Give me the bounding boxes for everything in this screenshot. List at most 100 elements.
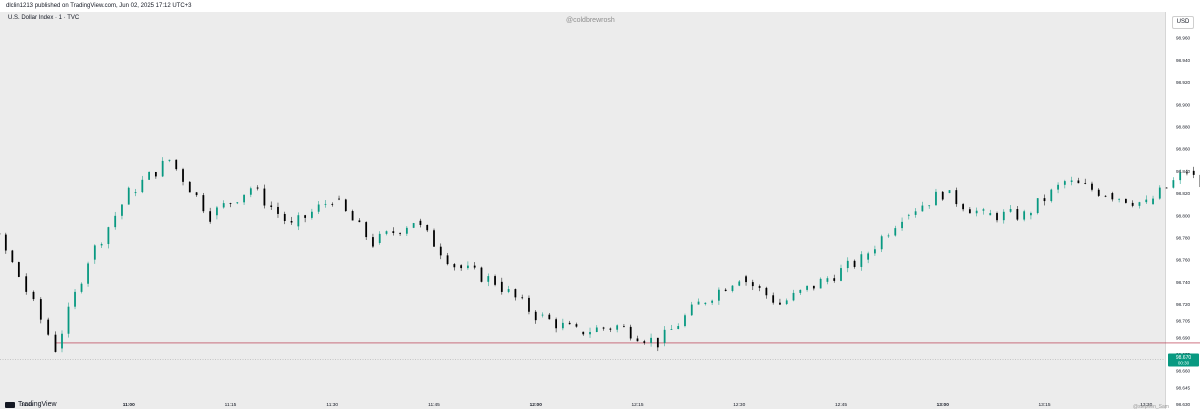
candle-body — [955, 190, 958, 205]
candle-body — [1152, 198, 1154, 205]
candle-body — [1063, 181, 1066, 185]
candle-body — [826, 278, 829, 282]
x-tick-label: 10:45 — [21, 402, 33, 408]
candle-body — [982, 209, 985, 211]
candle-body — [880, 236, 883, 250]
candle-body — [595, 327, 598, 332]
y-tick-label: 98.690 — [1176, 335, 1190, 340]
candle-body — [643, 341, 646, 343]
candle-body — [758, 286, 761, 288]
candle-body — [819, 278, 822, 289]
candle-body — [249, 188, 252, 195]
candle-body — [568, 322, 571, 325]
candle-body — [968, 209, 971, 214]
candle-body — [494, 276, 496, 285]
y-tick-label: 98.720 — [1176, 302, 1190, 307]
candle-body — [1145, 199, 1148, 203]
candle-body — [11, 250, 14, 263]
candle-body — [555, 319, 557, 329]
candle-body — [270, 205, 273, 207]
candle-body — [548, 314, 551, 320]
current-price-text: 98.670 — [1176, 355, 1192, 361]
candle-body — [582, 331, 585, 335]
x-tick-label: 11:30 — [326, 402, 338, 408]
candle-body — [188, 181, 191, 193]
candle-body — [1016, 209, 1019, 220]
candle-body — [711, 300, 714, 303]
candle-body — [833, 278, 836, 281]
candle-body — [412, 223, 415, 228]
candle-body — [521, 297, 524, 299]
y-tick-label: 98.630 — [1176, 402, 1190, 407]
x-tick-label: 13:00 — [937, 402, 950, 408]
candle-body — [629, 326, 632, 339]
candle-body — [25, 276, 28, 292]
candle-body — [941, 191, 944, 200]
candle-body — [616, 325, 619, 330]
candle-body — [67, 306, 70, 334]
candle-body — [1023, 211, 1026, 220]
candle-body — [1070, 180, 1073, 182]
candle-body — [365, 222, 368, 238]
candle-body — [907, 214, 910, 216]
footer — [0, 409, 1200, 415]
candle-body — [690, 304, 693, 316]
candle-body — [840, 268, 842, 281]
price-axis[interactable] — [1165, 12, 1200, 415]
candle-body — [1009, 209, 1012, 212]
candle-body — [87, 263, 89, 284]
candle-body — [589, 331, 591, 335]
candle-body — [121, 204, 123, 216]
x-tick-label: 12:15 — [631, 402, 643, 408]
watermark: @coldbrewrosh — [566, 17, 615, 24]
candle-body — [1036, 198, 1039, 214]
candle-body — [4, 234, 7, 251]
candle-body — [1186, 172, 1188, 174]
candle-body — [243, 194, 245, 203]
candle-body — [996, 213, 998, 221]
candle-body — [182, 169, 184, 182]
candle-body — [195, 192, 198, 196]
candle-body — [460, 265, 463, 269]
candle-body — [636, 338, 639, 342]
candle-body — [487, 276, 490, 282]
candle-body — [304, 215, 307, 218]
candle-body — [785, 300, 788, 305]
candle-body — [467, 265, 469, 269]
candle-body — [765, 287, 768, 296]
candle-body — [989, 213, 992, 216]
candle-body — [874, 249, 876, 254]
candle-body — [935, 191, 937, 206]
candle-body — [724, 289, 727, 292]
candle-body — [473, 265, 476, 268]
tradingview-logo-icon — [5, 401, 15, 408]
y-tick-label: 98.900 — [1176, 102, 1190, 107]
candle-body — [439, 246, 442, 256]
candle-body — [575, 324, 578, 327]
candle-body — [1165, 187, 1168, 189]
candle-body — [216, 207, 218, 216]
candle-body — [405, 227, 408, 234]
currency-button[interactable]: USD — [1172, 16, 1194, 29]
candle-body — [779, 302, 781, 305]
y-tick-label: 98.880 — [1176, 124, 1190, 129]
candle-body — [453, 264, 456, 268]
candle-body — [1118, 198, 1121, 200]
current-price-badge — [1168, 353, 1199, 367]
x-tick-label: 13:30 — [1140, 402, 1152, 408]
candle-body — [385, 231, 388, 234]
candle-body — [867, 253, 870, 260]
candle-body — [948, 190, 951, 194]
candle-body — [161, 160, 164, 177]
candle-body — [229, 203, 232, 204]
candle-body — [331, 203, 334, 205]
candle-body — [507, 289, 510, 292]
candle-body — [1002, 211, 1005, 221]
candle-body — [921, 205, 924, 212]
candle-body — [887, 235, 890, 237]
candle-body — [202, 195, 205, 212]
candle-body — [697, 301, 700, 305]
candle-body — [283, 213, 286, 221]
candle-body — [324, 203, 327, 205]
